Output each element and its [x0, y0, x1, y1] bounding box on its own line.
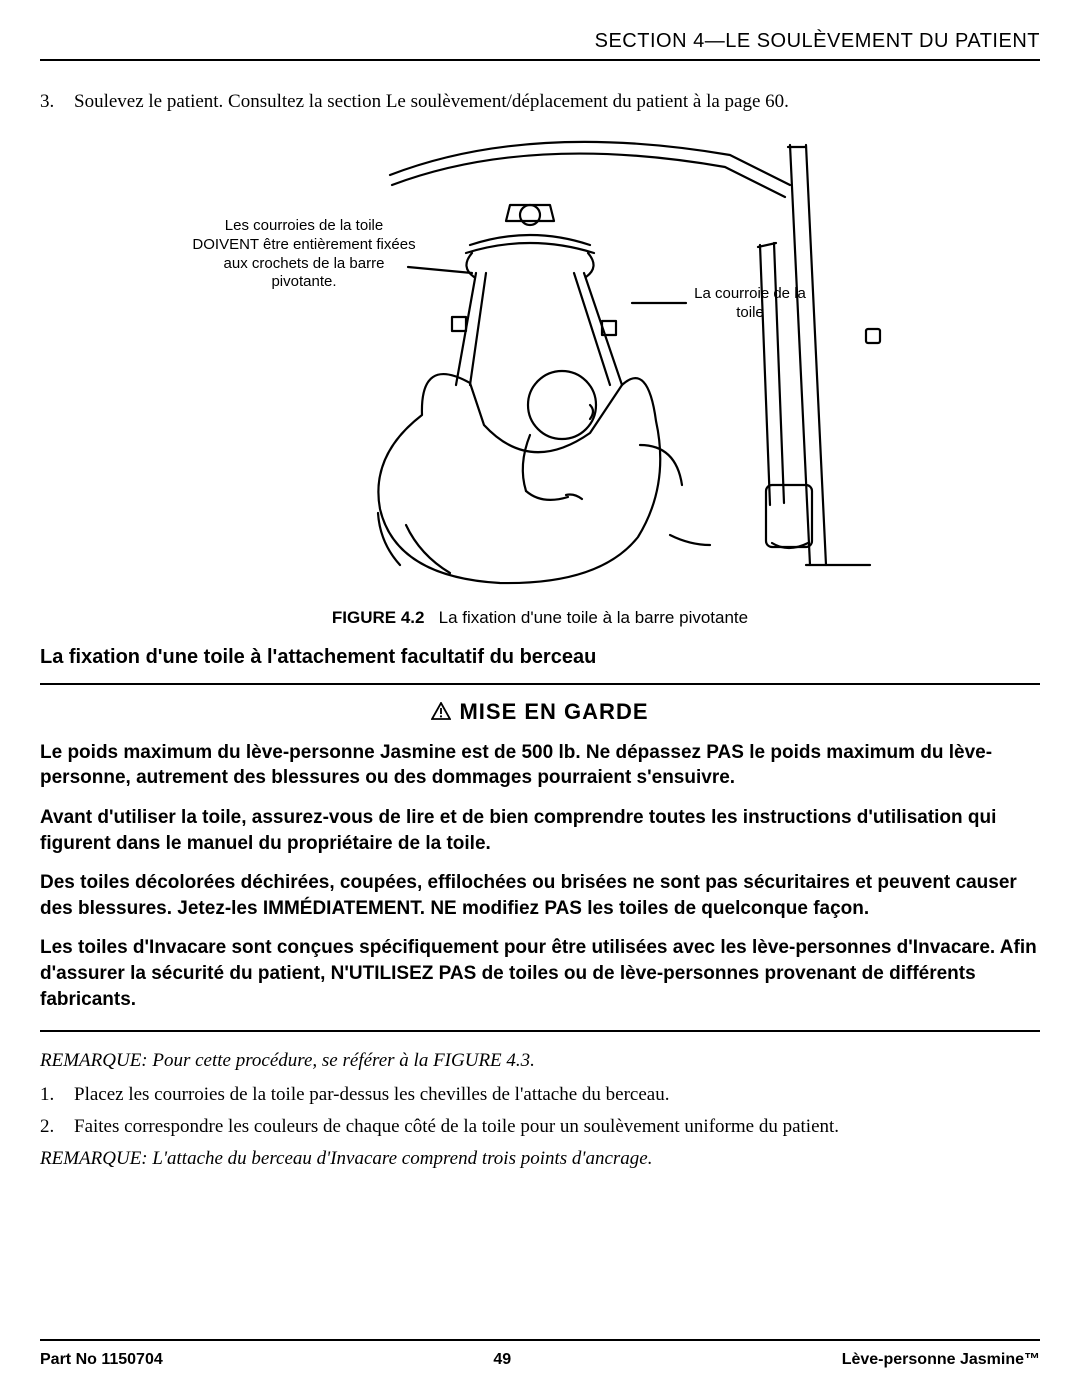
figure-caption-text: La fixation d'une toile à la barre pivot…: [439, 608, 748, 627]
warning-triangle-icon: [431, 700, 451, 726]
figure-caption: FIGURE 4.2 La fixation d'une toile à la …: [40, 608, 1040, 628]
patient-lift-illustration: Les courroies de la toile DOIVENT être e…: [170, 125, 910, 595]
warning-paragraph: Le poids maximum du lève-personne Jasmin…: [40, 740, 1040, 791]
warning-title: MISE EN GARDE: [40, 699, 1040, 726]
subheading: La fixation d'une toile à l'attachement …: [40, 646, 1040, 669]
item-text: Soulevez le patient. Consultez la sectio…: [74, 89, 789, 115]
footer-part-no: Part No 1150704: [40, 1351, 163, 1369]
footer-page-number: 49: [493, 1351, 511, 1369]
warning-paragraph: Des toiles décolorées déchirées, coupées…: [40, 870, 1040, 921]
figure-4-2: Les courroies de la toile DOIVENT être e…: [40, 125, 1040, 628]
item-number: 1.: [40, 1082, 74, 1108]
list-item: 2. Faites correspondre les couleurs de c…: [40, 1114, 1040, 1140]
section-title: SECTION 4—LE SOULÈVEMENT DU PATIENT: [595, 30, 1040, 52]
remark: REMARQUE: L'attache du berceau d'Invacar…: [40, 1148, 1040, 1170]
warning-block: MISE EN GARDE Le poids maximum du lève-p…: [40, 683, 1040, 1033]
figure-label: FIGURE 4.2: [332, 608, 425, 627]
warning-title-text: MISE EN GARDE: [459, 699, 648, 724]
item-number: 3.: [40, 89, 74, 115]
intro-list-item: 3. Soulevez le patient. Consultez la sec…: [40, 89, 1040, 115]
list-item: 1. Placez les courroies de la toile par-…: [40, 1082, 1040, 1108]
item-text: Faites correspondre les couleurs de chaq…: [74, 1114, 839, 1140]
callout-left: Les courroies de la toile DOIVENT être e…: [190, 217, 418, 292]
warning-paragraph: Avant d'utiliser la toile, assurez-vous …: [40, 805, 1040, 856]
document-page: SECTION 4—LE SOULÈVEMENT DU PATIENT 3. S…: [0, 0, 1080, 1397]
item-number: 2.: [40, 1114, 74, 1140]
page-footer: Part No 1150704 49 Lève-personne Jasmine…: [40, 1339, 1040, 1369]
remark: REMARQUE: Pour cette procédure, se référ…: [40, 1050, 1040, 1072]
footer-product-name: Lève-personne Jasmine™: [842, 1351, 1040, 1369]
item-text: Placez les courroies de la toile par-des…: [74, 1082, 670, 1108]
warning-paragraph: Les toiles d'Invacare sont conçues spéci…: [40, 935, 1040, 1012]
section-header: SECTION 4—LE SOULÈVEMENT DU PATIENT: [40, 30, 1040, 61]
callout-right: La courroie de la toile: [690, 285, 810, 323]
